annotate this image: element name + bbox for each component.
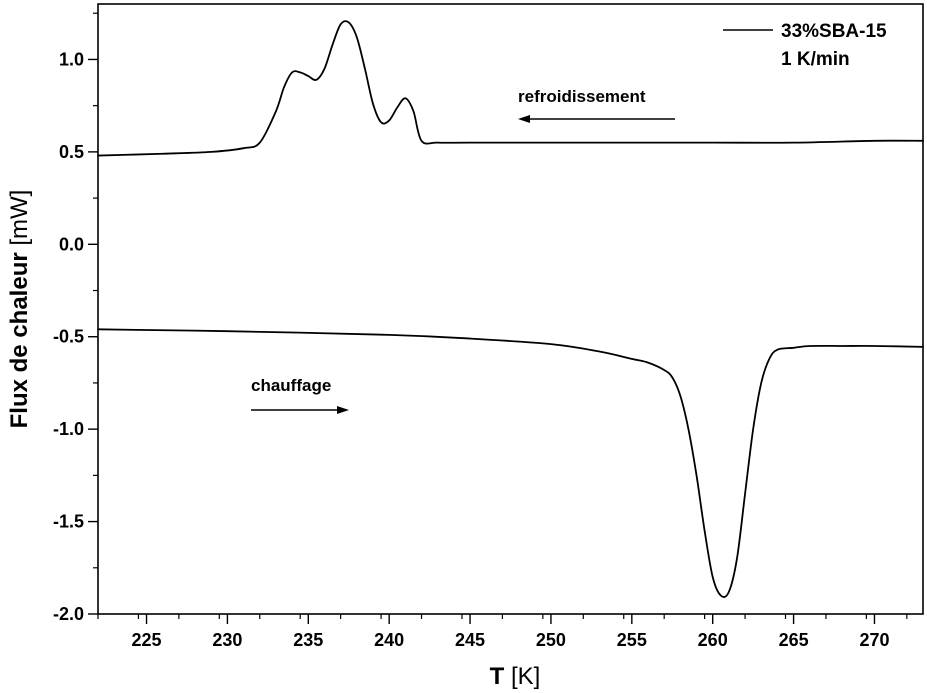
x-tick-label: 260 bbox=[698, 630, 728, 650]
y-tick-label: 1.0 bbox=[59, 49, 84, 69]
y-tick-label: -2.0 bbox=[53, 604, 84, 624]
heating-annotation: chauffage bbox=[251, 376, 349, 414]
x-tick-label: 265 bbox=[779, 630, 809, 650]
y-axis-title-main: Flux de chaleur bbox=[6, 252, 33, 428]
y-axis-ticks: -2.0 -1.5 -1.0 -0.5 0.0 0.5 1.0 bbox=[53, 12, 98, 624]
x-tick-label: 255 bbox=[617, 630, 647, 650]
cooling-annotation: refroidissement bbox=[518, 87, 675, 123]
x-tick-label: 230 bbox=[212, 630, 242, 650]
series-line-cooling bbox=[97, 20, 924, 157]
x-tick-label: 225 bbox=[132, 630, 162, 650]
cooling-arrow-head bbox=[518, 115, 530, 123]
series-layer bbox=[97, 20, 924, 598]
y-tick-label: -0.5 bbox=[53, 327, 84, 347]
heating-label: chauffage bbox=[251, 376, 331, 395]
x-axis-title-unit: [K] bbox=[511, 663, 540, 690]
series-line-heating bbox=[97, 328, 924, 598]
x-tick-label: 240 bbox=[374, 630, 404, 650]
y-tick-label: -1.0 bbox=[53, 419, 84, 439]
y-axis-title-unit: [mW] bbox=[6, 190, 33, 246]
legend-entry-rate: 1 K/min bbox=[781, 49, 850, 70]
x-tick-label: 250 bbox=[536, 630, 566, 650]
x-tick-label: 270 bbox=[859, 630, 889, 650]
x-axis-title-space bbox=[504, 663, 511, 690]
legend-entry-sample: 33%SBA-15 bbox=[781, 21, 887, 42]
x-axis-title-main: T bbox=[490, 663, 505, 690]
y-axis-title-space bbox=[6, 246, 33, 253]
y-tick-label: 0.0 bbox=[59, 234, 84, 254]
y-axis-title: Flux de chaleur [mW] bbox=[6, 190, 33, 429]
y-tick-label: -1.5 bbox=[53, 512, 84, 532]
x-tick-label: 245 bbox=[455, 630, 485, 650]
y-tick-label: 0.5 bbox=[59, 142, 84, 162]
x-axis-ticks: 225 230 235 240 245 250 255 260 265 270 bbox=[97, 614, 908, 650]
plot-frame bbox=[97, 3, 924, 615]
x-tick-label: 235 bbox=[293, 630, 323, 650]
cooling-label: refroidissement bbox=[518, 87, 646, 106]
legend: 33%SBA-15 1 K/min bbox=[723, 21, 887, 70]
heating-arrow-head bbox=[337, 406, 349, 414]
x-axis-title: T [K] bbox=[490, 663, 541, 690]
